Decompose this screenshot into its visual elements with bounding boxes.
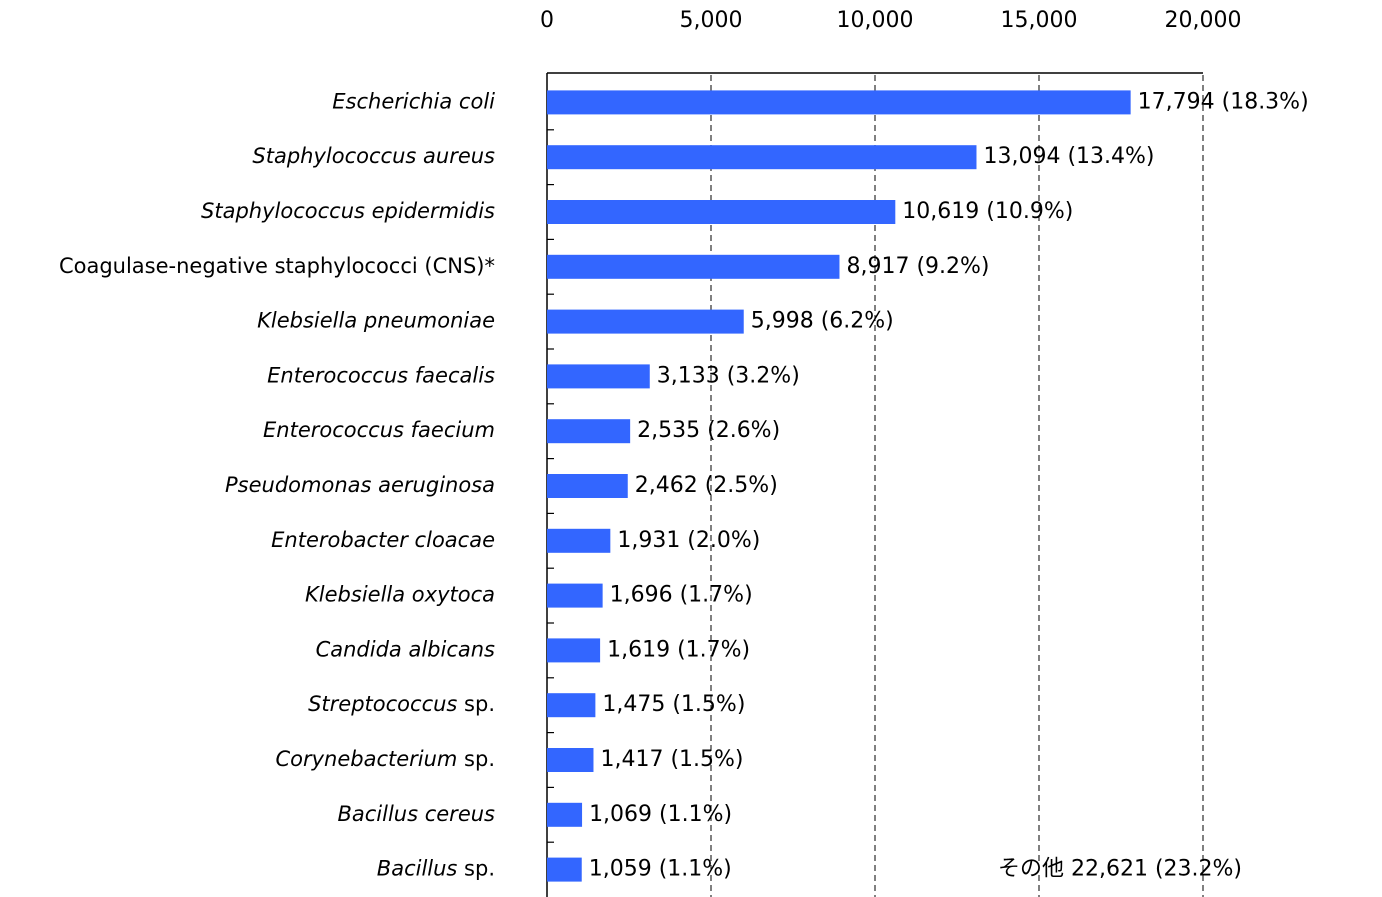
bar (547, 254, 840, 279)
y-tick-label: Enterococcus faecium (263, 418, 495, 442)
bar (547, 419, 631, 444)
y-tick-label: Staphylococcus epidermidis (201, 199, 495, 223)
bar (547, 145, 977, 170)
y-tick-label: Bacillus sp. (377, 857, 495, 881)
value-label: 1,696 (1.7%) (610, 583, 753, 608)
bar (547, 857, 582, 882)
bar (547, 693, 596, 718)
y-tick-label: Enterobacter cloacae (271, 528, 495, 552)
bar (547, 474, 628, 498)
y-tick-label: Corynebacterium sp. (275, 747, 495, 771)
bar (547, 748, 594, 772)
bar (547, 802, 583, 827)
y-tick-label: Streptococcus sp. (308, 692, 495, 716)
x-tick-label: 15,000 (1001, 8, 1078, 33)
y-tick-label: Escherichia coli (332, 89, 495, 113)
x-tick-label: 0 (540, 8, 554, 33)
y-tick-label: Klebsiella oxytoca (305, 583, 495, 607)
annotation: その他 22,621 (23.2%) (998, 857, 1242, 882)
value-label: 8,917 (9.2%) (846, 254, 989, 279)
y-tick-label: Pseudomonas aeruginosa (225, 473, 495, 497)
bar (547, 309, 744, 334)
bar (547, 200, 896, 224)
y-tick-label: Bacillus cereus (337, 802, 495, 826)
y-tick-label: Enterococcus faecalis (267, 363, 495, 387)
value-label: 17,794 (18.3%) (1138, 89, 1309, 114)
value-label: 1,417 (1.5%) (600, 747, 743, 772)
bar (547, 638, 601, 663)
bar (547, 90, 1131, 115)
value-label: 1,069 (1.1%) (589, 802, 732, 827)
value-label: 5,998 (6.2%) (751, 309, 894, 334)
bar (547, 583, 603, 608)
value-label: 1,619 (1.7%) (607, 637, 750, 662)
value-label: 1,475 (1.5%) (602, 692, 745, 717)
x-tick-label: 20,000 (1165, 8, 1242, 33)
value-label: 2,462 (2.5%) (635, 473, 778, 498)
value-label: 1,931 (2.0%) (617, 528, 760, 553)
value-label: 13,094 (13.4%) (983, 144, 1154, 169)
x-tick-label: 10,000 (837, 8, 914, 33)
x-tick-label: 5,000 (680, 8, 743, 33)
y-tick-label: Klebsiella pneumoniae (257, 309, 495, 333)
y-tick-label: Staphylococcus aureus (252, 144, 495, 168)
y-tick-label: Candida albicans (316, 637, 495, 661)
value-label: 2,535 (2.6%) (637, 418, 780, 443)
value-label: 1,059 (1.1%) (589, 857, 732, 882)
value-label: 3,133 (3.2%) (657, 363, 800, 388)
value-label: 10,619 (10.9%) (902, 199, 1073, 224)
bar (547, 528, 611, 553)
bar (547, 364, 650, 389)
y-tick-label: Coagulase-negative staphylococci (CNS)* (59, 254, 495, 278)
